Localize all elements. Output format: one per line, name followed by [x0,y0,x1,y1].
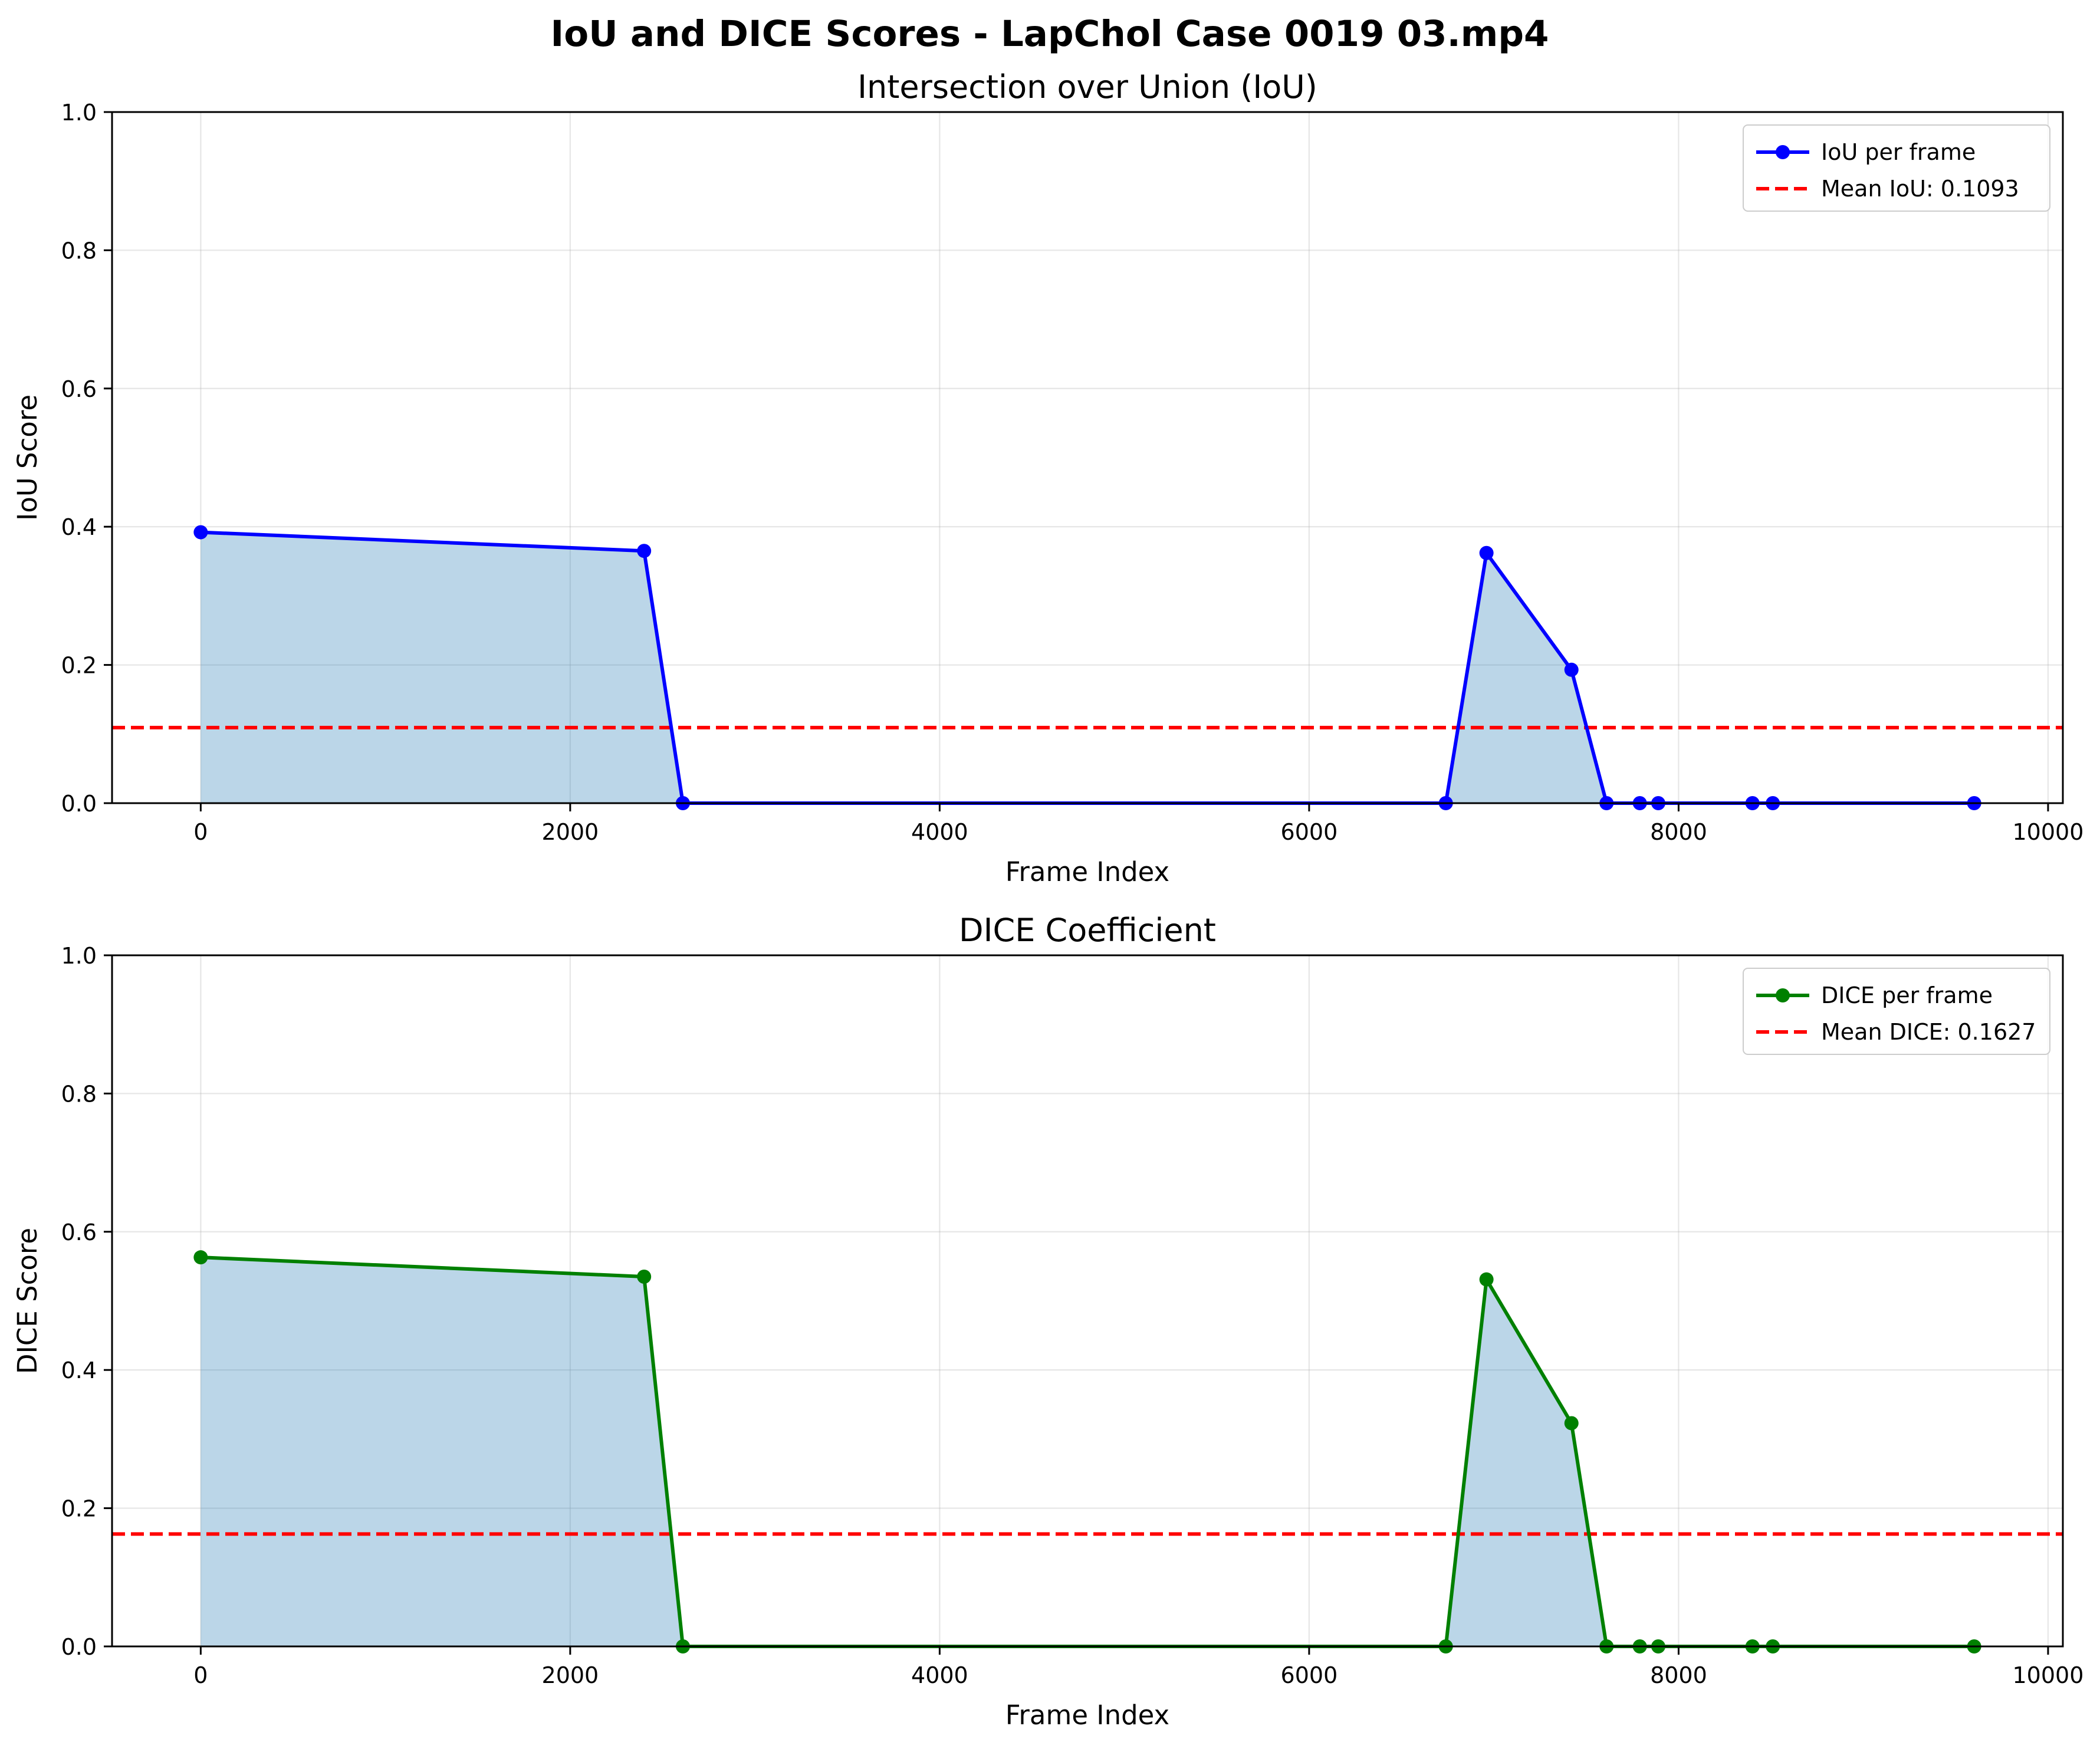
dice-axes-frame [111,954,2064,1648]
iou-y-tick-label: 0.2 [61,653,97,679]
panels: 0 2000 4000 6000 8000 10000 0.0 0.2 0.4 0.6 0.8 1.0… [12,68,2083,1731]
iou-panel: 0 2000 4000 6000 8000 10000 0.0 0.2 0.4 0.6 0.8 1.0… [12,68,2083,887]
iou-x-tick-label: 6000 [1281,819,1338,845]
dice-legend-box [1743,968,2050,1055]
dice-panel: 0 2000 4000 6000 8000 10000 0.0 0.2 0.4 0.6 0.8 1.0… [12,912,2083,1731]
dice-x-axis-label: Frame Index [1005,1699,1169,1731]
dice-panel-title: DICE Coefficient [959,912,1216,949]
iou-y-axis-label: IoU Score [12,395,43,521]
dice-data-point [637,1269,652,1284]
iou-data-point [1479,545,1494,560]
iou-y-tick-label: 0.6 [61,376,97,402]
iou-x-tick-label: 8000 [1650,819,1707,845]
dice-data-point [1479,1272,1494,1287]
figure-title: IoU and DICE Scores - LapChol Case 0019 … [551,13,1549,55]
iou-legend-series-marker [1776,145,1790,159]
dice-legend-series-marker [1776,988,1790,1002]
dice-x-tick-label: 10000 [2012,1662,2083,1688]
dice-data-point [1564,1416,1579,1431]
dice-y-tick-label: 0.4 [61,1357,97,1383]
iou-legend-box [1743,124,2050,212]
iou-data-point [1564,662,1579,677]
iou-y-tick-label: 0.0 [61,791,97,817]
iou-axes-frame [111,111,2064,804]
dice-y-tick-label: 0.0 [61,1634,97,1660]
dice-y-tick-label: 0.6 [61,1219,97,1245]
iou-data-point [193,525,208,540]
iou-y-tick-label: 0.4 [61,514,97,540]
iou-x-tick-label: 10000 [2012,819,2083,845]
dice-y-tick-label: 0.8 [61,1081,97,1107]
dice-x-tick-label: 2000 [542,1662,599,1688]
dice-legend: DICE per frame Mean DICE: 0.1627 [1743,968,2050,1055]
iou-x-tick-label: 0 [193,819,208,845]
dice-y-tick-label: 0.2 [61,1496,97,1522]
iou-x-tick-label: 4000 [911,819,968,845]
iou-legend-series-label: IoU per frame [1821,139,1976,165]
dice-data-point [193,1250,208,1265]
iou-panel-title: Intersection over Union (IoU) [857,68,1317,106]
dice-x-tick-label: 4000 [911,1662,968,1688]
iou-legend-mean-label: Mean IoU: 0.1093 [1821,176,2019,202]
iou-area-fill [201,532,1974,803]
dice-x-tick-label: 6000 [1281,1662,1338,1688]
iou-legend: IoU per frame Mean IoU: 0.1093 [1743,124,2050,212]
dice-x-tick-label: 0 [193,1662,208,1688]
dice-legend-mean-label: Mean DICE: 0.1627 [1821,1019,2036,1045]
dice-x-tick-label: 8000 [1650,1662,1707,1688]
iou-x-axis-label: Frame Index [1005,856,1169,887]
iou-y-tick-label: 0.8 [61,238,97,264]
iou-x-tick-label: 2000 [542,819,599,845]
dice-y-tick-label: 1.0 [61,943,97,969]
dice-legend-series-label: DICE per frame [1821,982,1993,1008]
dice-y-axis-label: DICE Score [12,1228,43,1374]
iou-y-tick-label: 1.0 [61,100,97,126]
iou-data-point [637,544,652,558]
